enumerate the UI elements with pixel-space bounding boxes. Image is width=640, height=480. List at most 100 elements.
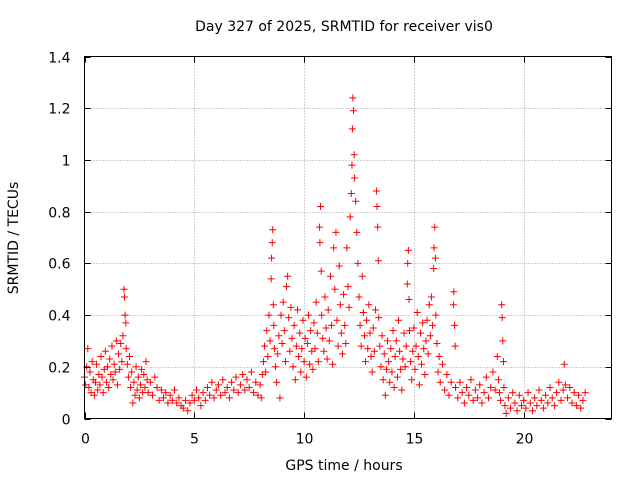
data-point [352, 197, 360, 205]
data-point [524, 389, 532, 397]
data-point [346, 213, 354, 221]
data-point [454, 394, 462, 402]
data-point [458, 389, 466, 397]
data-point [325, 337, 333, 345]
data-point [373, 187, 381, 195]
data-point [107, 371, 115, 379]
data-point [234, 389, 242, 397]
data-point [528, 407, 536, 415]
data-point [409, 347, 417, 355]
data-point [375, 314, 383, 322]
data-point [261, 342, 269, 350]
data-point [311, 345, 319, 353]
data-point [433, 340, 441, 348]
data-point [113, 381, 121, 389]
data-point [232, 373, 240, 381]
data-point [443, 371, 451, 379]
data-point [122, 319, 130, 327]
data-point [127, 383, 135, 391]
data-point [548, 394, 556, 402]
data-point [155, 396, 163, 404]
data-point [239, 371, 247, 379]
y-axis-label: SRMTID / TECUs [6, 182, 22, 295]
data-point [122, 345, 130, 353]
data-point [499, 337, 507, 345]
data-point [357, 342, 365, 350]
data-point [257, 394, 265, 402]
data-point [331, 285, 339, 293]
data-point [141, 383, 149, 391]
data-point [467, 376, 475, 384]
data-point [533, 402, 541, 410]
data-point [188, 391, 196, 399]
y-tick-label: 0 [62, 413, 71, 429]
data-point [373, 202, 381, 210]
data-point [269, 301, 277, 309]
x-tick-label: 20 [516, 432, 534, 448]
data-point [105, 383, 113, 391]
data-point [420, 345, 428, 353]
data-point [506, 404, 514, 412]
data-point [245, 383, 253, 391]
data-point [236, 381, 244, 389]
data-point [291, 376, 299, 384]
data-point [535, 386, 543, 394]
data-point [212, 386, 220, 394]
data-point [494, 376, 502, 384]
data-point [269, 226, 277, 234]
data-point [498, 301, 506, 309]
data-point [410, 324, 418, 332]
data-point [175, 394, 183, 402]
data-point [335, 262, 343, 270]
data-point [252, 378, 260, 386]
data-point [408, 376, 416, 384]
data-point [476, 381, 484, 389]
data-point [380, 350, 388, 358]
data-point [98, 373, 106, 381]
data-point [449, 301, 457, 309]
data-point [504, 394, 512, 402]
data-point [243, 376, 251, 384]
data-point [355, 293, 363, 301]
data-point [435, 352, 443, 360]
data-point [317, 267, 325, 275]
data-point [328, 321, 336, 329]
data-point [397, 365, 405, 373]
data-point [301, 334, 309, 342]
data-point [330, 244, 338, 252]
data-point [300, 358, 308, 366]
data-point [109, 376, 117, 384]
data-point [135, 394, 143, 402]
data-point [192, 386, 200, 394]
data-point [367, 352, 375, 360]
data-point [544, 399, 552, 407]
data-point [344, 283, 352, 291]
data-point [126, 352, 134, 360]
data-point [287, 303, 295, 311]
x-axis-label: GPS time / hours [285, 458, 402, 474]
data-point [121, 311, 129, 319]
data-point [362, 358, 370, 366]
x-tick-label: 0 [81, 432, 90, 448]
data-point [422, 337, 430, 345]
data-point [321, 293, 329, 301]
data-point [278, 340, 286, 348]
data-point [312, 298, 320, 306]
data-point [424, 350, 432, 358]
data-point [324, 306, 332, 314]
data-point [201, 396, 209, 404]
data-point [531, 394, 539, 402]
data-point [123, 360, 131, 368]
data-point [221, 389, 229, 397]
data-point [365, 301, 373, 309]
data-point [553, 389, 561, 397]
data-point [88, 358, 96, 366]
data-point [379, 376, 387, 384]
data-point [134, 373, 142, 381]
data-point [118, 358, 126, 366]
data-point [104, 363, 112, 371]
data-point [285, 314, 293, 322]
data-point [570, 389, 578, 397]
data-point [290, 321, 298, 329]
